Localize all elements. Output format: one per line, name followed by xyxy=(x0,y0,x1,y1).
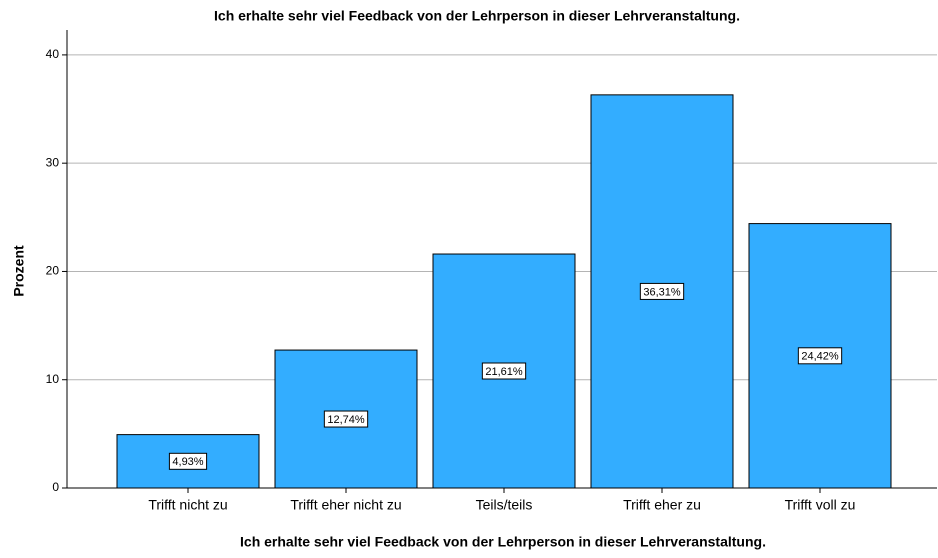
value-label-box xyxy=(639,282,685,300)
value-label: 21,61% xyxy=(485,366,523,378)
value-label-box xyxy=(323,410,369,428)
value-label: 4,93% xyxy=(172,456,203,468)
x-tick-label: Teils/teils xyxy=(476,497,533,513)
y-tick-label: 20 xyxy=(46,264,60,278)
y-tick-label: 0 xyxy=(52,480,59,494)
value-label: 24,42% xyxy=(801,351,839,363)
y-tick-label: 30 xyxy=(46,155,60,169)
value-label: 36,31% xyxy=(643,286,681,298)
y-tick-label: 40 xyxy=(46,47,60,61)
value-label-box xyxy=(481,362,527,380)
x-tick-label: Trifft eher zu xyxy=(623,497,701,513)
y-tick-label: 10 xyxy=(46,372,60,386)
chart-title: Ich erhalte sehr viel Feedback von der L… xyxy=(214,8,740,24)
value-label-box xyxy=(168,452,208,470)
x-tick-label: Trifft voll zu xyxy=(785,497,856,513)
y-axis-label: Prozent xyxy=(11,245,27,297)
value-label-box xyxy=(797,347,843,365)
x-axis-label: Ich erhalte sehr viel Feedback von der L… xyxy=(240,534,766,550)
value-label: 12,74% xyxy=(327,414,365,426)
x-tick-label: Trifft nicht zu xyxy=(148,497,227,513)
x-tick-label: Trifft eher nicht zu xyxy=(290,497,401,513)
